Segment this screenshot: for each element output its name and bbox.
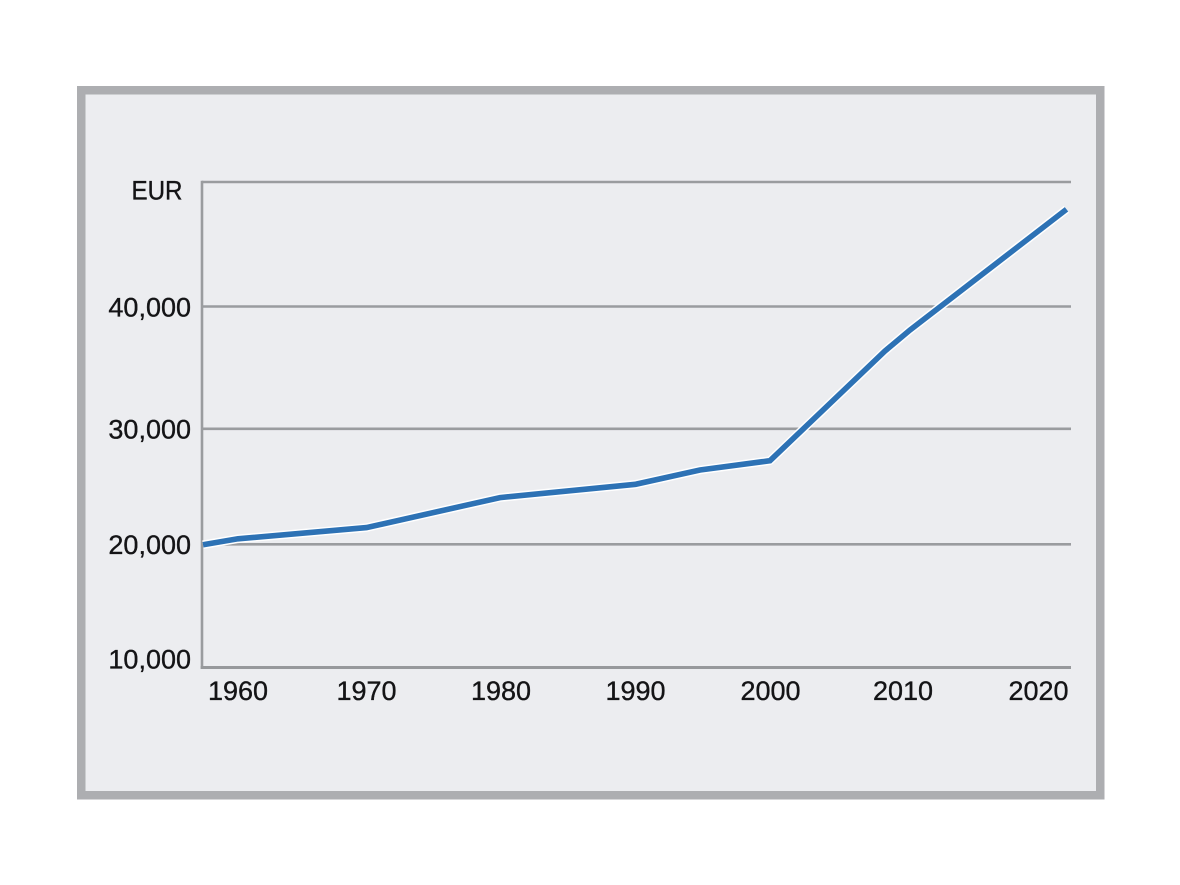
svg-text:40,000: 40,000 bbox=[108, 292, 191, 322]
svg-text:2020: 2020 bbox=[1008, 676, 1068, 706]
svg-text:20,000: 20,000 bbox=[108, 530, 191, 560]
svg-text:1960: 1960 bbox=[208, 676, 268, 706]
svg-text:2000: 2000 bbox=[740, 676, 800, 706]
svg-text:1980: 1980 bbox=[471, 676, 531, 706]
svg-text:1970: 1970 bbox=[336, 676, 396, 706]
svg-text:1990: 1990 bbox=[605, 676, 665, 706]
svg-text:2010: 2010 bbox=[873, 676, 933, 706]
svg-text:30,000: 30,000 bbox=[108, 415, 191, 445]
svg-text:EUR: EUR bbox=[132, 176, 183, 206]
svg-text:10,000: 10,000 bbox=[108, 644, 191, 674]
